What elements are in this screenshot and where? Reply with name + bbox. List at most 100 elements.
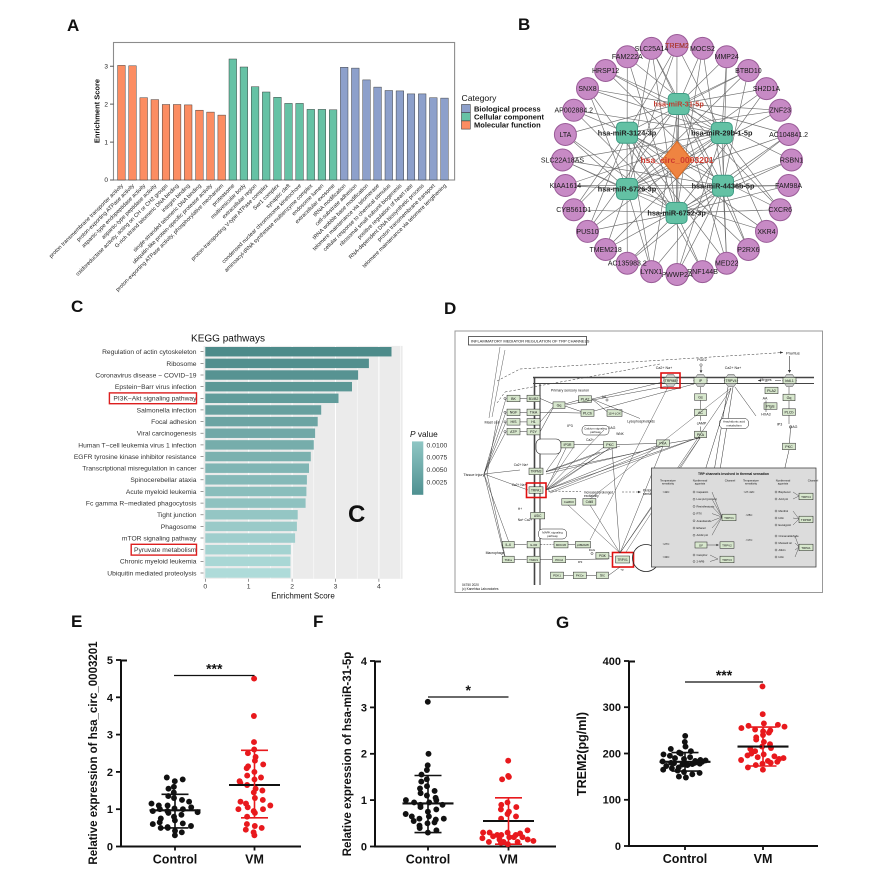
svg-text:HRSP12: HRSP12 [592,68,619,75]
svg-text:Control: Control [406,853,450,867]
svg-text:Ubiquitin mediated proteolysis: Ubiquitin mediated proteolysis [107,570,197,577]
svg-text:hsa-miR-3124-3p: hsa-miR-3124-3p [598,128,657,137]
svg-text:TRPV2: TRPV2 [722,543,732,547]
svg-text:(c) Kanehisa Laboratories: (c) Kanehisa Laboratories [462,587,499,591]
svg-text:Molecular function: Molecular function [474,121,541,130]
svg-text:Camphor: Camphor [697,553,708,557]
svg-text:hsa-miR-6726-3p: hsa-miR-6726-3p [598,185,657,194]
svg-text:*: * [466,682,472,698]
svg-text:Spinocerebellar ataxia: Spinocerebellar ataxia [130,477,196,484]
svg-text:Cinnamaldehyde: Cinnamaldehyde [779,534,800,538]
svg-text:agonists: agonists [778,482,789,486]
svg-text:Primary sensory neuron: Primary sensory neuron [551,389,589,393]
svg-text:1: 1 [361,795,367,807]
svg-text:Peripheral: Peripheral [643,489,658,493]
svg-text:Mrgprs: Mrgprs [760,378,771,382]
svg-text:11/4-LOX: 11/4-LOX [608,411,621,415]
svg-text:Mustard oil: Mustard oil [779,541,793,545]
svg-text:Chronic myeloid leukemia: Chronic myeloid leukemia [120,559,197,566]
svg-text:BTBD10: BTBD10 [735,68,762,75]
svg-text:XKR4: XKR4 [757,229,775,236]
svg-text:hsa-miR-6752-3p: hsa-miR-6752-3p [647,209,706,218]
svg-text:RSBN1: RSBN1 [780,157,803,164]
svg-text:Control: Control [663,852,707,866]
svg-text:Pruritus: Pruritus [786,350,800,355]
svg-text:PLCb: PLCb [583,411,592,415]
svg-text:Arachidonic acid: Arachidonic acid [723,420,745,424]
svg-text:Macrophage: Macrophage [486,551,505,555]
svg-text:Phagosome: Phagosome [161,524,197,531]
svg-text:1: 1 [107,804,113,816]
svg-text:Na+ Ca2+: Na+ Ca2+ [518,518,533,522]
svg-text:Category: Category [462,93,498,103]
svg-text:0: 0 [361,842,367,854]
svg-text:Ca2+ Na+: Ca2+ Na+ [725,366,741,370]
svg-text:mTOR signaling pathway: mTOR signaling pathway [122,535,197,542]
svg-text:TRPA1: TRPA1 [801,546,811,550]
svg-text:RTX: RTX [697,512,703,516]
svg-text:sensitivity: sensitivity [745,482,758,486]
svg-text:TRPM8: TRPM8 [665,379,677,383]
svg-text:Acidic pH: Acidic pH [697,533,708,537]
svg-text:Acute myeloid leukemia: Acute myeloid leukemia [126,489,197,496]
svg-text:AP002884.2: AP002884.2 [555,108,594,115]
svg-text:***: *** [716,667,733,683]
svg-text:B1/B2: B1/B2 [529,397,539,401]
svg-text:Fc gamma R−mediated phagocytos: Fc gamma R−mediated phagocytosis [86,501,197,508]
svg-text:2: 2 [107,767,113,779]
svg-text:FAM98A: FAM98A [775,183,802,190]
svg-text:TMEM218: TMEM218 [589,247,621,254]
svg-text:MKK3/6: MKK3/6 [556,543,567,547]
svg-text:TRPM3: TRPM3 [531,470,542,474]
svg-text:SNX8: SNX8 [578,86,596,93]
svg-text:+p: +p [620,568,624,572]
svg-text:0: 0 [615,841,621,853]
svg-text:NGF: NGF [510,411,518,415]
svg-text:P2Y: P2Y [530,430,537,434]
svg-text:Anandamide: Anandamide [697,519,713,523]
svg-text:Nonthermal: Nonthermal [693,479,708,483]
svg-text:agonists: agonists [695,482,706,486]
svg-text:2-APB: 2-APB [697,560,705,564]
svg-text:TrkA: TrkA [530,411,538,415]
svg-text:LTA: LTA [559,132,571,139]
svg-text:MOCS2: MOCS2 [690,46,715,53]
svg-text:0: 0 [203,583,207,590]
svg-text:DAG: DAG [790,425,798,429]
svg-text:MAPK signaling: MAPK signaling [542,530,563,534]
svg-text:Allicin: Allicin [779,548,787,552]
svg-text:hsa-miR-4436b-5p: hsa-miR-4436b-5p [692,181,755,190]
svg-text:BK: BK [511,397,516,401]
svg-text:Low pH (protons): Low pH (protons) [697,497,718,501]
svg-text:VM: VM [754,852,773,866]
svg-text:Epstein−Barr virus infection: Epstein−Barr virus infection [115,384,197,391]
svg-text:Viral carcinogenesis: Viral carcinogenesis [137,431,197,438]
svg-text:DAG: DAG [608,426,616,430]
svg-text:TRP channels involved in therm: TRP channels involved in thermal sensati… [698,472,769,476]
svg-text:Menthol: Menthol [779,509,789,513]
svg-text:Gq: Gq [787,396,792,400]
svg-text:LYNX1: LYNX1 [641,269,663,276]
svg-text:0.0025: 0.0025 [427,480,448,487]
svg-text:Ethanol: Ethanol [697,526,707,530]
svg-text:PWWP2A: PWWP2A [661,272,692,279]
svg-text:3: 3 [107,730,113,742]
svg-text:Mast cell: Mast cell [485,421,500,425]
svg-text:PLA2: PLA2 [581,397,590,401]
svg-text:TRPV3: TRPV3 [722,558,732,562]
svg-text:Transcriptional misregulation: Transcriptional misregulation in cancer [82,466,197,473]
svg-text:Eucalyptol: Eucalyptol [779,523,792,527]
svg-text:<25C: <25C [746,513,753,517]
svg-text:3: 3 [334,583,338,590]
svg-text:0: 0 [107,842,113,854]
svg-text:0: 0 [104,177,108,184]
svg-text:Acid pH: Acid pH [779,497,788,501]
svg-text:PtgIs: PtgIs [766,404,774,408]
svg-text:Relative expression of hsa-miR: Relative expression of hsa-miR-31-5p [342,652,354,857]
svg-text:Calcium signaling: Calcium signaling [584,426,607,430]
svg-text:2: 2 [361,749,367,761]
svg-text:<17C: <17C [746,538,753,542]
svg-text:Cellular component: Cellular component [474,113,545,122]
svg-text:VM: VM [499,853,518,867]
svg-text:Resiniferatoxin: Resiniferatoxin [697,504,715,508]
